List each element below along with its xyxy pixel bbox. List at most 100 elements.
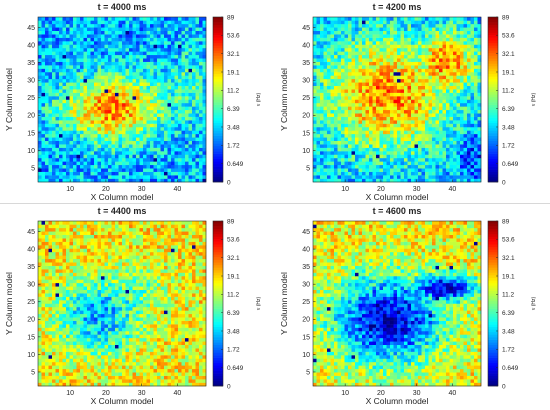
heatmap-cell [351, 157, 356, 162]
heatmap-cell [341, 106, 345, 111]
heatmap-cell [355, 41, 359, 45]
heatmap-cell [386, 157, 391, 162]
heatmap-cell [379, 96, 384, 100]
heatmap-cell [351, 20, 356, 25]
heatmap-cell [404, 151, 408, 155]
heatmap-cell [132, 68, 137, 73]
heatmap-cell [104, 72, 109, 76]
heatmap-cell [474, 99, 478, 104]
heatmap-cell [66, 27, 70, 31]
heatmap-cell [62, 120, 67, 124]
heatmap-cell [45, 82, 49, 86]
heatmap-cell [337, 23, 342, 28]
heatmap-cell [446, 175, 450, 179]
plot-frame [312, 16, 482, 183]
colorbar-tick-label: 11.2 [502, 88, 515, 95]
heatmap-cell [400, 120, 405, 124]
heatmap-cell [48, 23, 53, 28]
heatmap-cell [87, 109, 91, 114]
heatmap-cell [129, 151, 133, 155]
heatmap-cell [192, 92, 196, 97]
heatmap-cell [181, 78, 186, 83]
heatmap-cell [80, 96, 84, 100]
heatmap-cell [421, 96, 426, 100]
heatmap-cell [45, 137, 49, 141]
heatmap-cell [171, 99, 175, 104]
heatmap-cell [341, 72, 345, 76]
heatmap-cell [428, 161, 433, 166]
heatmap-cell [52, 147, 56, 152]
colorbar-segment [213, 161, 223, 165]
heatmap-cell [136, 133, 140, 138]
heatmap-cell [108, 113, 112, 117]
heatmap-cell [80, 68, 84, 73]
heatmap-cell [111, 27, 116, 31]
heatmap-cell [334, 106, 338, 111]
heatmap-cell [397, 47, 401, 52]
heatmap-cell [474, 96, 478, 100]
heatmap-cell [341, 58, 345, 62]
heatmap-cell [59, 130, 63, 135]
heatmap-cell [146, 54, 151, 59]
heatmap-cell [150, 17, 154, 21]
heatmap-cell [442, 178, 447, 183]
heatmap-cell [323, 161, 328, 166]
heatmap-cell [108, 157, 112, 162]
heatmap-cell [456, 113, 461, 117]
heatmap-cell [425, 92, 429, 97]
heatmap-cell [341, 27, 345, 31]
heatmap-cell [164, 61, 168, 66]
heatmap-cell [428, 109, 433, 114]
heatmap-cell [174, 130, 179, 135]
heatmap-cell [45, 23, 49, 28]
heatmap-cell [425, 17, 429, 21]
heatmap-cell [136, 41, 140, 45]
heatmap-cell [456, 157, 461, 162]
heatmap-cell [327, 23, 331, 28]
heatmap-cell [404, 171, 408, 176]
heatmap-cell [139, 157, 144, 162]
heatmap-cell [132, 109, 137, 114]
heatmap-cell [467, 106, 471, 111]
heatmap-cell [348, 72, 352, 76]
heatmap-cell [48, 17, 53, 21]
heatmap-cell [369, 75, 373, 80]
heatmap-cell [188, 140, 193, 145]
heatmap-cell [90, 164, 95, 169]
heatmap-cell [188, 47, 193, 52]
heatmap-cell [104, 37, 109, 42]
heatmap-cell [446, 96, 450, 100]
heatmap-cell [320, 140, 324, 145]
heatmap-cell [316, 58, 321, 62]
heatmap-cell [52, 23, 56, 28]
heatmap-cell [52, 61, 56, 66]
heatmap-cell [122, 113, 126, 117]
heatmap-cell [411, 51, 415, 56]
heatmap-cell [467, 92, 471, 97]
heatmap-cell [477, 164, 482, 169]
heatmap-cell [185, 113, 189, 117]
heatmap-cell [411, 61, 415, 66]
heatmap-cell [118, 379, 123, 383]
heatmap-cell [171, 89, 175, 93]
panel-divider [0, 203, 550, 204]
heatmap-cell [76, 23, 81, 28]
heatmap-cell [174, 23, 179, 28]
heatmap-cell [386, 140, 391, 145]
heatmap-cell [164, 58, 168, 62]
heatmap-cell [390, 116, 394, 121]
heatmap-cell [316, 133, 321, 138]
heatmap-cell [418, 27, 422, 31]
heatmap-cell [348, 164, 352, 169]
heatmap-cell [150, 85, 154, 90]
heatmap-cell [97, 41, 102, 45]
heatmap-cell [122, 127, 126, 131]
heatmap-cell [379, 144, 384, 148]
heatmap-cell [470, 154, 475, 159]
heatmap-cell [62, 161, 67, 166]
heatmap-cell [101, 75, 105, 80]
heatmap-cell [404, 85, 408, 90]
heatmap-cell [397, 113, 401, 117]
heatmap-cell [202, 102, 207, 107]
heatmap-cell [432, 37, 436, 42]
